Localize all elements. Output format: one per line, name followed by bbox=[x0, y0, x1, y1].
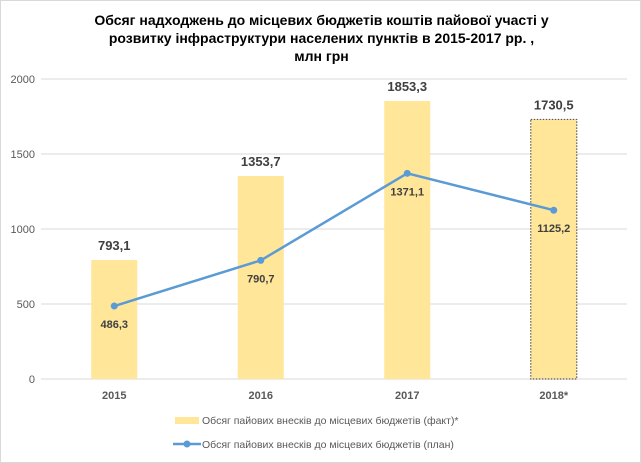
line-point bbox=[257, 256, 265, 264]
y-tick-label: 1000 bbox=[11, 224, 35, 236]
title-line-1: Обсяг надходжень до місцевих бюджетів ко… bbox=[94, 12, 549, 28]
legend-bar-swatch bbox=[175, 417, 199, 424]
line-data-label: 486,3 bbox=[100, 319, 128, 331]
line-point bbox=[403, 169, 411, 177]
bar bbox=[530, 118, 578, 380]
legend-line-marker bbox=[183, 440, 191, 448]
y-tick-label: 500 bbox=[17, 299, 35, 311]
bar bbox=[384, 101, 431, 379]
title-line-3: млн грн bbox=[294, 48, 349, 64]
bar-data-label: 1853,3 bbox=[387, 79, 427, 94]
legend-line-label: Обсяг пайових внесків до місцевих бюджет… bbox=[202, 439, 454, 451]
line-point bbox=[110, 302, 118, 310]
line-point bbox=[550, 206, 558, 214]
legend-bar-label: Обсяг пайових внесків до місцевих бюджет… bbox=[202, 415, 459, 427]
line-data-label: 1125,2 bbox=[537, 223, 570, 235]
plan-line bbox=[113, 171, 555, 308]
x-tick-label: 2017 bbox=[395, 390, 419, 402]
bar bbox=[91, 260, 138, 379]
x-tick-label: 2016 bbox=[249, 390, 273, 402]
bar-data-label: 1353,7 bbox=[241, 154, 281, 169]
y-tick-label: 0 bbox=[29, 374, 35, 386]
line-data-label: 790,7 bbox=[247, 273, 275, 285]
bar-data-label: 1730,5 bbox=[534, 97, 574, 112]
x-tick-label: 2018* bbox=[539, 390, 568, 402]
chart-title: Обсяг надходжень до місцевих бюджетів ко… bbox=[1, 11, 640, 65]
y-tick-label: 2000 bbox=[11, 74, 35, 86]
y-tick-label: 1500 bbox=[11, 149, 35, 161]
x-tick-label: 2015 bbox=[102, 390, 126, 402]
title-line-2: розвитку інфраструктури населених пункті… bbox=[108, 30, 535, 46]
line-data-label: 1371,1 bbox=[390, 186, 424, 198]
bar-data-label: 793,1 bbox=[98, 238, 131, 253]
bar bbox=[237, 175, 284, 379]
